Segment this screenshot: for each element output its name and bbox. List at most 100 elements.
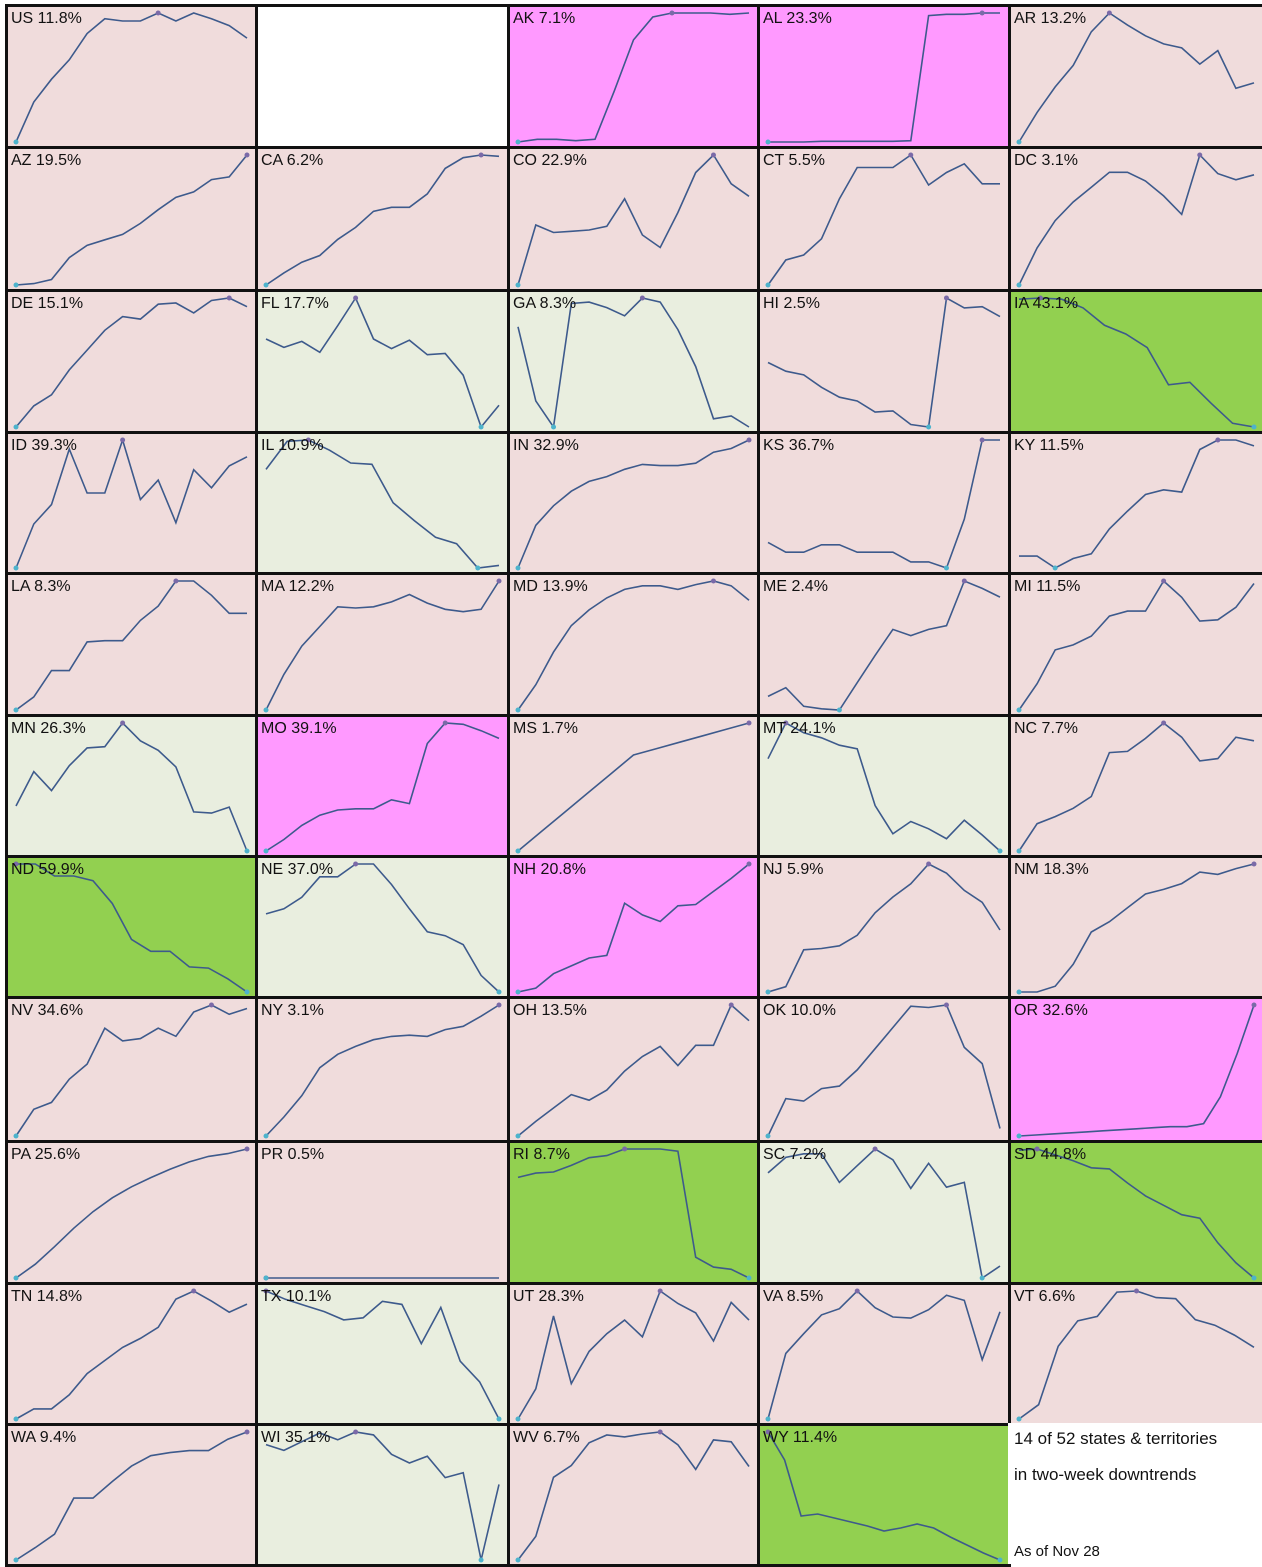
peak-marker: [1034, 1146, 1040, 1152]
sparkline: [13, 152, 250, 288]
peak-marker: [746, 720, 752, 726]
low-marker: [997, 1557, 1003, 1563]
peak-marker: [979, 437, 985, 443]
peak-marker: [208, 1002, 214, 1008]
low-marker: [13, 707, 19, 713]
sparkline: [263, 578, 502, 713]
chart-title: KY 11.5%: [1014, 437, 1084, 454]
series-line: [1018, 721, 1255, 852]
peak-marker: [226, 295, 232, 301]
note-line-2: in two-week downtrends: [1014, 1465, 1197, 1484]
chart-title: PR 0.5%: [261, 1146, 325, 1163]
series-line: [265, 1290, 500, 1420]
peak-marker: [979, 10, 985, 16]
low-marker: [13, 424, 19, 430]
chart-title: SC 7.2%: [763, 1146, 827, 1163]
sparkline: [515, 437, 752, 571]
chart-title: CO 22.9%: [513, 152, 587, 169]
sparkline: [263, 1275, 499, 1281]
peak-marker: [961, 578, 967, 584]
sparkline: [515, 720, 752, 854]
low-marker: [979, 1275, 985, 1281]
series-line: [15, 437, 248, 569]
chart-title: HI 2.5%: [763, 295, 820, 312]
chart-title: WA 9.4%: [11, 1429, 77, 1446]
peak-marker: [710, 578, 716, 584]
chart-panel: PA 25.6%: [5, 1140, 258, 1285]
chart-panel: ME 2.4%: [757, 572, 1011, 717]
low-marker: [997, 848, 1003, 854]
peak-marker: [854, 1288, 860, 1294]
chart-title: VT 6.6%: [1014, 1288, 1076, 1305]
low-marker: [13, 1275, 19, 1281]
note-line-1: 14 of 52 states & territories: [1014, 1429, 1218, 1448]
sparkline: [1016, 152, 1255, 288]
low-marker: [1052, 565, 1058, 571]
peak-marker: [746, 861, 752, 867]
chart-title: AL 23.3%: [763, 10, 832, 27]
low-marker: [244, 848, 250, 854]
chart-panel: MN 26.3%: [5, 714, 258, 858]
peak-marker: [728, 1002, 734, 1008]
chart-title: IN 32.9%: [513, 437, 579, 454]
chart-panel: US 11.8%: [5, 4, 258, 149]
chart-panel: MS 1.7%: [507, 714, 760, 858]
low-marker: [1016, 1416, 1022, 1422]
peak-marker: [13, 861, 19, 867]
chart-panel: MT 24.1%: [757, 714, 1011, 858]
low-marker: [943, 565, 949, 571]
chart-panel: NJ 5.9%: [757, 855, 1011, 999]
peak-marker: [244, 1146, 250, 1152]
chart-panel: TN 14.8%: [5, 1282, 258, 1426]
chart-panel: AK 7.1%: [507, 4, 760, 149]
chart-panel: IA 43.1%: [1008, 289, 1262, 434]
chart-title: OR 32.6%: [1014, 1002, 1088, 1019]
series-line: [265, 1004, 500, 1137]
series-line: [265, 863, 500, 993]
chart-panel: VT 6.6%: [1008, 1282, 1262, 1426]
sparkline: [13, 1288, 248, 1422]
sparkline: [265, 861, 502, 995]
low-marker: [515, 1416, 521, 1422]
series-line: [1018, 297, 1255, 428]
chart-title: NM 18.3%: [1014, 861, 1089, 878]
peak-marker: [1197, 152, 1203, 158]
low-marker: [475, 565, 481, 571]
series-line: [767, 863, 1001, 993]
peak-marker: [908, 152, 914, 158]
sparkline: [13, 437, 248, 571]
low-marker: [1016, 989, 1022, 995]
low-marker: [1016, 1133, 1022, 1139]
series-line: [767, 153, 1000, 286]
series-line: [517, 863, 750, 993]
low-marker: [746, 1275, 752, 1281]
series-line: [15, 721, 248, 852]
peak-marker: [244, 152, 250, 158]
series-line: [767, 1289, 1001, 1420]
sparkline: [1018, 295, 1257, 430]
low-marker: [1016, 707, 1022, 713]
chart-title: MS 1.7%: [513, 720, 578, 737]
low-marker: [551, 424, 557, 430]
low-marker: [515, 848, 521, 854]
series-line: [767, 439, 1000, 570]
sparkline: [767, 1146, 1001, 1281]
chart-panel: DE 15.1%: [5, 289, 258, 434]
peak-marker: [710, 152, 716, 158]
low-marker: [263, 282, 269, 288]
sparkline: [767, 295, 1001, 430]
peak-marker: [657, 1429, 663, 1435]
downtrend-summary-note: 14 of 52 states & territories in two-wee…: [1008, 1423, 1262, 1564]
chart-title: CT 5.5%: [763, 152, 825, 169]
series-line: [517, 297, 750, 430]
chart-panel: [255, 4, 510, 149]
chart-title: UT 28.3%: [513, 1288, 584, 1305]
low-marker: [13, 1557, 19, 1563]
sparkline: [515, 1429, 750, 1563]
chart-title: WV 6.7%: [513, 1429, 580, 1446]
peak-marker: [353, 295, 359, 301]
peak-marker: [1251, 1002, 1257, 1008]
series-line: [265, 296, 500, 429]
low-marker: [263, 1133, 269, 1139]
